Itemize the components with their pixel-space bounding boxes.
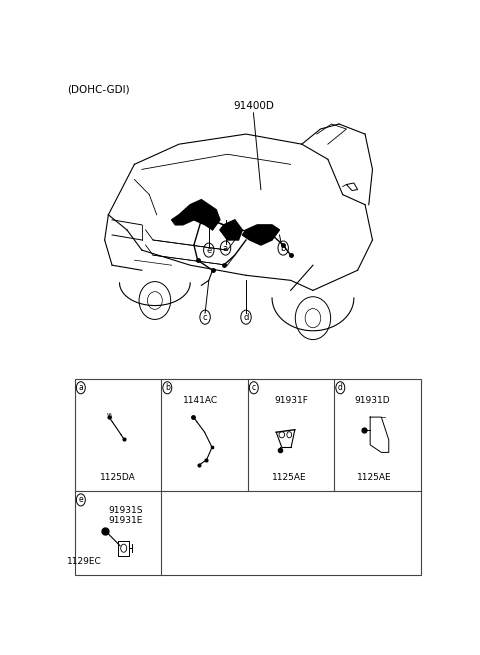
Text: 91400D: 91400D bbox=[233, 102, 274, 111]
Text: a: a bbox=[78, 383, 83, 392]
Text: c: c bbox=[252, 383, 256, 392]
Text: 1125AE: 1125AE bbox=[357, 473, 391, 481]
Text: e: e bbox=[206, 246, 211, 255]
Text: b: b bbox=[280, 244, 286, 253]
Text: d: d bbox=[243, 312, 249, 322]
Text: a: a bbox=[223, 244, 228, 253]
Text: e: e bbox=[79, 495, 83, 504]
Text: d: d bbox=[338, 383, 343, 392]
Text: b: b bbox=[165, 383, 170, 392]
Text: 1129EC: 1129EC bbox=[67, 557, 102, 567]
Text: c: c bbox=[203, 312, 207, 322]
Bar bbox=[75, 379, 421, 575]
Polygon shape bbox=[220, 220, 242, 240]
Text: 1125AE: 1125AE bbox=[272, 473, 307, 481]
Text: 91931E: 91931E bbox=[108, 516, 143, 525]
Text: 1125DA: 1125DA bbox=[100, 473, 136, 481]
Polygon shape bbox=[242, 225, 279, 245]
Text: (DOHC-GDI): (DOHC-GDI) bbox=[67, 84, 130, 95]
Text: 91931F: 91931F bbox=[274, 396, 308, 405]
Text: 1141AC: 1141AC bbox=[183, 396, 218, 405]
Polygon shape bbox=[172, 200, 220, 230]
Text: 91931D: 91931D bbox=[354, 396, 390, 405]
Text: 91931S: 91931S bbox=[108, 506, 143, 515]
